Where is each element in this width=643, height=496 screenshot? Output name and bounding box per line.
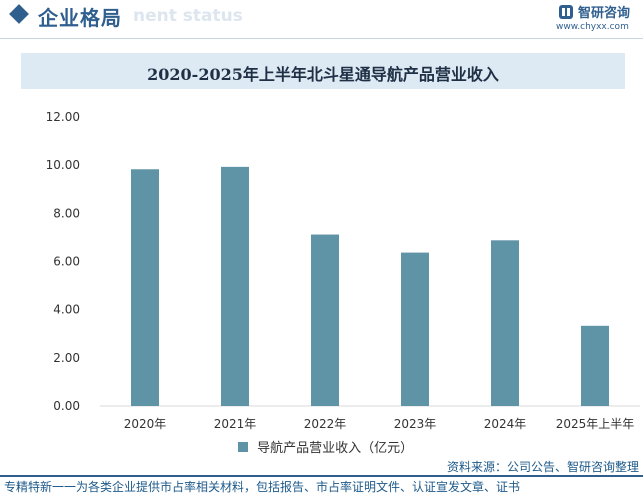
footer-text: 专精特新一一为各类企业提供市占率相关材料，包括报告、市占率证明文件、认证宣发文章… bbox=[4, 480, 521, 494]
chart-title: 2020-2025年上半年北斗星通导航产品营业收入 bbox=[147, 65, 499, 84]
footer-divider bbox=[0, 475, 643, 477]
legend-swatch bbox=[238, 441, 248, 452]
x-tick-label: 2021年 bbox=[214, 417, 257, 431]
y-tick-label: 8.00 bbox=[53, 206, 80, 220]
y-tick-label: 12.00 bbox=[46, 110, 80, 124]
y-tick-label: 4.00 bbox=[53, 303, 80, 317]
x-tick-label: 2022年 bbox=[304, 417, 347, 431]
chart-title-band: 2020-2025年上半年北斗星通导航产品营业收入 bbox=[21, 53, 625, 89]
bar bbox=[581, 325, 609, 406]
x-tick-label: 2023年 bbox=[394, 417, 437, 431]
bar bbox=[491, 240, 519, 406]
y-tick-label: 0.00 bbox=[53, 399, 80, 413]
source-note: 资料来源：公司公告、智研咨询整理 bbox=[446, 460, 639, 474]
bar bbox=[131, 169, 159, 406]
legend: 导航产品营业收入（亿元） bbox=[238, 436, 413, 456]
y-tick-label: 10.00 bbox=[46, 158, 80, 172]
header-divider bbox=[0, 38, 643, 39]
legend-label: 导航产品营业收入（亿元） bbox=[257, 441, 414, 456]
x-tick-label: 2020年 bbox=[124, 417, 167, 431]
y-tick-label: 6.00 bbox=[53, 255, 80, 269]
section-title: 企业格局 bbox=[38, 6, 122, 30]
brand-url: www.chyxx.com bbox=[556, 22, 629, 32]
section-header: 企业格局 nent status 智研咨询 www.chyxx.com bbox=[0, 0, 643, 34]
bar bbox=[221, 166, 249, 406]
brand-logo-icon bbox=[559, 5, 573, 19]
x-tick-label: 2024年 bbox=[484, 417, 527, 431]
brand-name: 智研咨询 bbox=[578, 6, 631, 21]
section-subtitle: nent status bbox=[133, 6, 243, 26]
y-tick-label: 2.00 bbox=[53, 351, 80, 365]
bar bbox=[311, 234, 339, 406]
bar bbox=[401, 252, 429, 406]
x-tick-label: 2025年上半年 bbox=[556, 417, 635, 431]
